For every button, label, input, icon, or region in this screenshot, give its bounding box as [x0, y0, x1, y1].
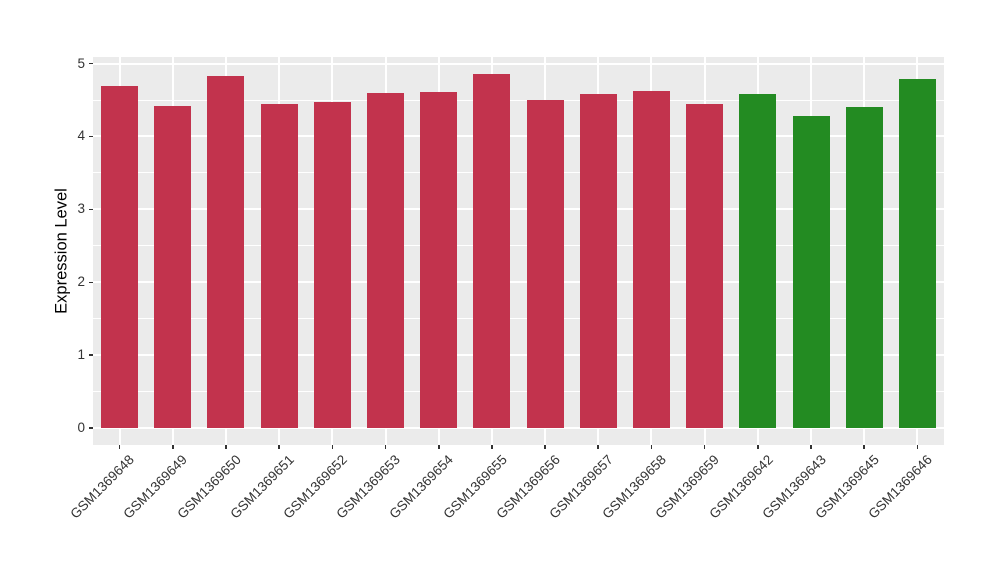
x-axis-tick-mark — [491, 445, 493, 449]
gridline-horizontal-minor — [93, 391, 944, 393]
bar-GSM1369655 — [473, 73, 511, 429]
y-tick-label: 1 — [77, 347, 85, 363]
y-tick-label: 0 — [77, 420, 85, 436]
bar-GSM1369642 — [739, 94, 777, 429]
x-axis-tick-mark — [544, 445, 546, 449]
bar-GSM1369649 — [154, 105, 192, 429]
x-axis-tick-mark — [384, 445, 387, 449]
gridline-horizontal-major — [93, 354, 944, 357]
gridline-horizontal-minor — [93, 172, 944, 174]
gridline-horizontal-major — [93, 427, 944, 430]
bar-GSM1369656 — [526, 100, 564, 429]
y-tick-label: 3 — [77, 201, 85, 217]
bar-GSM1369643 — [792, 116, 830, 429]
bar-GSM1369648 — [101, 86, 139, 429]
gridline-horizontal-minor — [93, 318, 944, 320]
bar-GSM1369653 — [367, 93, 405, 429]
x-axis-tick-mark — [703, 445, 706, 449]
y-axis-tick-mark — [89, 62, 93, 65]
gridline-horizontal-major — [93, 62, 944, 65]
bar-GSM1369658 — [632, 91, 670, 429]
x-axis-tick-mark — [331, 445, 334, 449]
gridline-horizontal-major — [93, 281, 944, 284]
x-axis-tick-mark — [225, 445, 227, 449]
y-tick-label: 5 — [77, 55, 85, 71]
x-axis-tick-mark — [278, 445, 280, 449]
bar-GSM1369651 — [260, 103, 298, 429]
y-tick-label: 2 — [77, 274, 85, 290]
y-axis-tick-mark — [89, 281, 93, 284]
x-axis-tick-mark — [916, 445, 919, 449]
y-axis-tick-mark — [89, 427, 93, 430]
bar-GSM1369646 — [898, 78, 936, 429]
bar-GSM1369654 — [420, 92, 458, 429]
x-axis-tick-mark — [863, 445, 865, 449]
gridline-horizontal-minor — [93, 245, 944, 247]
x-axis-tick-mark — [757, 445, 759, 449]
x-axis-tick-mark — [171, 445, 174, 449]
gridline-horizontal-major — [93, 135, 944, 138]
gridline-horizontal-major — [93, 208, 944, 211]
plot-panel — [93, 57, 944, 445]
gridline-horizontal-minor — [93, 99, 944, 101]
bar-GSM1369659 — [686, 103, 724, 429]
x-axis-tick-mark — [650, 445, 653, 449]
y-tick-label: 4 — [77, 128, 85, 144]
bar-GSM1369652 — [313, 102, 351, 429]
y-axis-tick-mark — [89, 135, 93, 138]
bar-GSM1369657 — [579, 94, 617, 429]
bar-GSM1369650 — [207, 75, 245, 429]
x-axis-tick-mark — [810, 445, 812, 449]
x-axis-tick-mark — [118, 445, 121, 449]
x-axis-tick-mark — [437, 445, 440, 449]
y-axis-tick-mark — [89, 208, 93, 211]
bar-GSM1369645 — [845, 107, 883, 429]
x-axis-tick-mark — [597, 445, 600, 449]
y-axis-tick-mark — [89, 354, 93, 357]
